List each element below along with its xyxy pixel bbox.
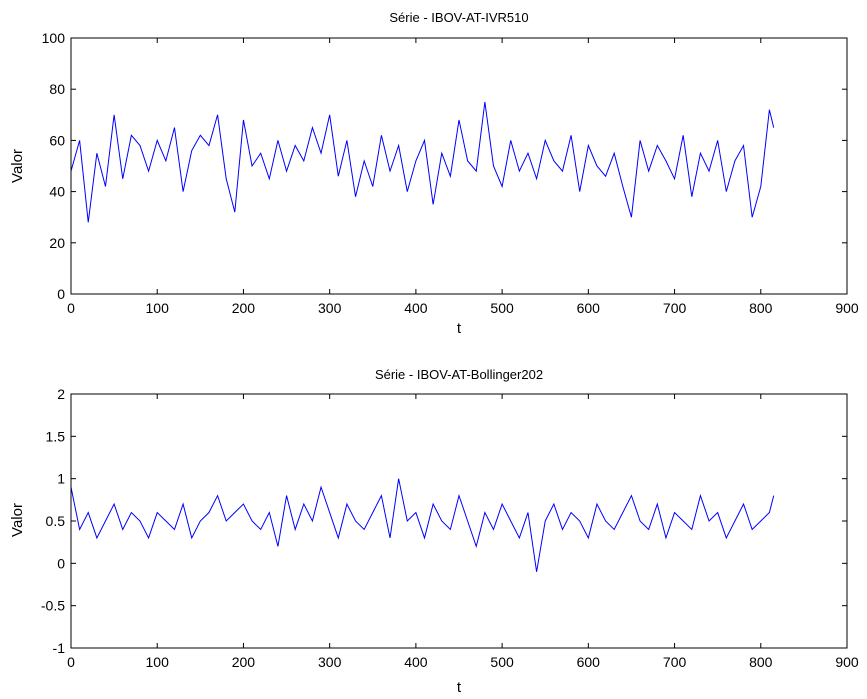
y-tick-label: 100 — [42, 30, 66, 46]
y-tick-label: -1 — [53, 640, 66, 656]
series-layer — [70, 478, 775, 572]
x-tick-label: 500 — [490, 300, 514, 316]
y-tick-label: 0 — [57, 286, 65, 302]
x-tick-labels: 0 100 200 300 400 500 600 700 800 900 — [67, 654, 859, 670]
x-tick-label: 300 — [318, 654, 342, 670]
x-tick-label: 0 — [67, 300, 75, 316]
chart-ivr510: Série - IBOV-AT-IVR510 Valor t 0 100 200… — [9, 10, 859, 337]
y-tick-label: 1.5 — [46, 428, 66, 444]
x-tick-label: 600 — [577, 654, 601, 670]
y-tick-label: 2 — [57, 386, 65, 402]
y-axis-label: Valor — [9, 149, 26, 183]
x-tick-label: 600 — [577, 300, 601, 316]
x-tick-label: 700 — [663, 300, 687, 316]
y-tick-label: 60 — [49, 132, 65, 148]
x-tick-labels: 0 100 200 300 400 500 600 700 800 900 — [67, 300, 859, 316]
series-line — [70, 478, 775, 572]
y-tick-label: 1 — [57, 471, 65, 487]
y-tick-labels: 0 20 40 60 80 100 — [42, 30, 66, 302]
x-tick-label: 700 — [663, 654, 687, 670]
x-tick-label: 900 — [835, 300, 859, 316]
x-tick-label: 500 — [490, 654, 514, 670]
y-tick-labels: -1 -0.5 0 0.5 1 1.5 2 — [41, 386, 65, 656]
x-tick-label: 800 — [749, 654, 773, 670]
x-tick-label: 100 — [146, 300, 170, 316]
y-axis-label: Valor — [9, 503, 26, 537]
x-tick-label: 400 — [404, 300, 428, 316]
x-tick-label: 900 — [835, 654, 859, 670]
plot-frame — [70, 37, 848, 295]
x-axis-label: t — [457, 320, 462, 337]
y-tick-label: -0.5 — [41, 598, 65, 614]
y-tick-label: 20 — [49, 235, 65, 251]
y-tick-label: 0 — [57, 555, 65, 571]
chart-title: Série - IBOV-AT-Bollinger202 — [375, 367, 543, 382]
x-tick-label: 400 — [404, 654, 428, 670]
y-tick-label: 0.5 — [46, 513, 66, 529]
x-tick-label: 800 — [749, 300, 773, 316]
tick-layer — [70, 393, 848, 649]
x-tick-label: 300 — [318, 300, 342, 316]
x-tick-label: 100 — [146, 654, 170, 670]
series-line — [70, 101, 775, 223]
x-tick-label: 200 — [232, 300, 256, 316]
series-layer — [70, 101, 775, 223]
x-axis-label: t — [457, 679, 462, 696]
y-tick-label: 40 — [49, 184, 65, 200]
chart-bollinger202: Série - IBOV-AT-Bollinger202 Valor t 0 1… — [9, 367, 859, 696]
chart-title: Série - IBOV-AT-IVR510 — [389, 10, 528, 25]
y-tick-label: 80 — [49, 81, 65, 97]
x-tick-label: 0 — [67, 654, 75, 670]
x-tick-label: 200 — [232, 654, 256, 670]
tick-layer — [70, 37, 848, 295]
